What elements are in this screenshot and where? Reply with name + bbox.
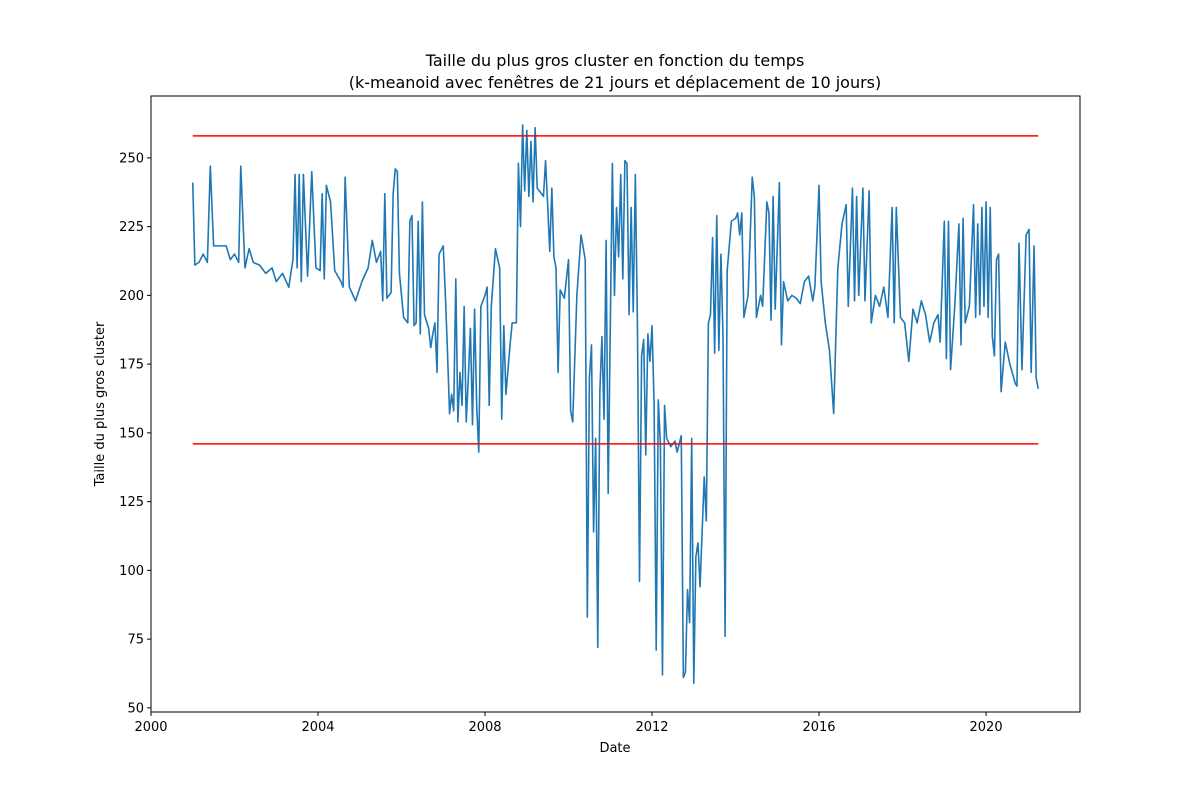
chart-subtitle: (k-meanoid avec fenêtres de 21 jours et …	[349, 73, 882, 92]
y-tick-label: 150	[119, 426, 144, 441]
x-tick-label: 2000	[134, 720, 167, 735]
y-tick-label: 200	[119, 289, 144, 304]
x-tick-label: 2008	[468, 720, 501, 735]
chart-title: Taille du plus gros cluster en fonction …	[425, 51, 805, 70]
y-tick-label: 50	[127, 701, 144, 716]
y-tick-label: 250	[119, 151, 144, 166]
y-tick-label: 225	[119, 220, 144, 235]
x-tick-label: 2016	[802, 720, 835, 735]
y-tick-label: 125	[119, 495, 144, 510]
x-tick-label: 2020	[970, 720, 1003, 735]
x-tick-label: 2004	[301, 720, 334, 735]
y-tick-label: 75	[127, 633, 144, 648]
y-axis-label: Taille du plus gros cluster	[93, 321, 108, 487]
series-line	[191, 124, 1040, 684]
y-tick-label: 100	[119, 564, 144, 579]
y-tick-label: 175	[119, 358, 144, 373]
plot-frame	[150, 95, 1081, 713]
x-axis-label: Date	[599, 741, 630, 756]
x-tick-label: 2012	[635, 720, 668, 735]
